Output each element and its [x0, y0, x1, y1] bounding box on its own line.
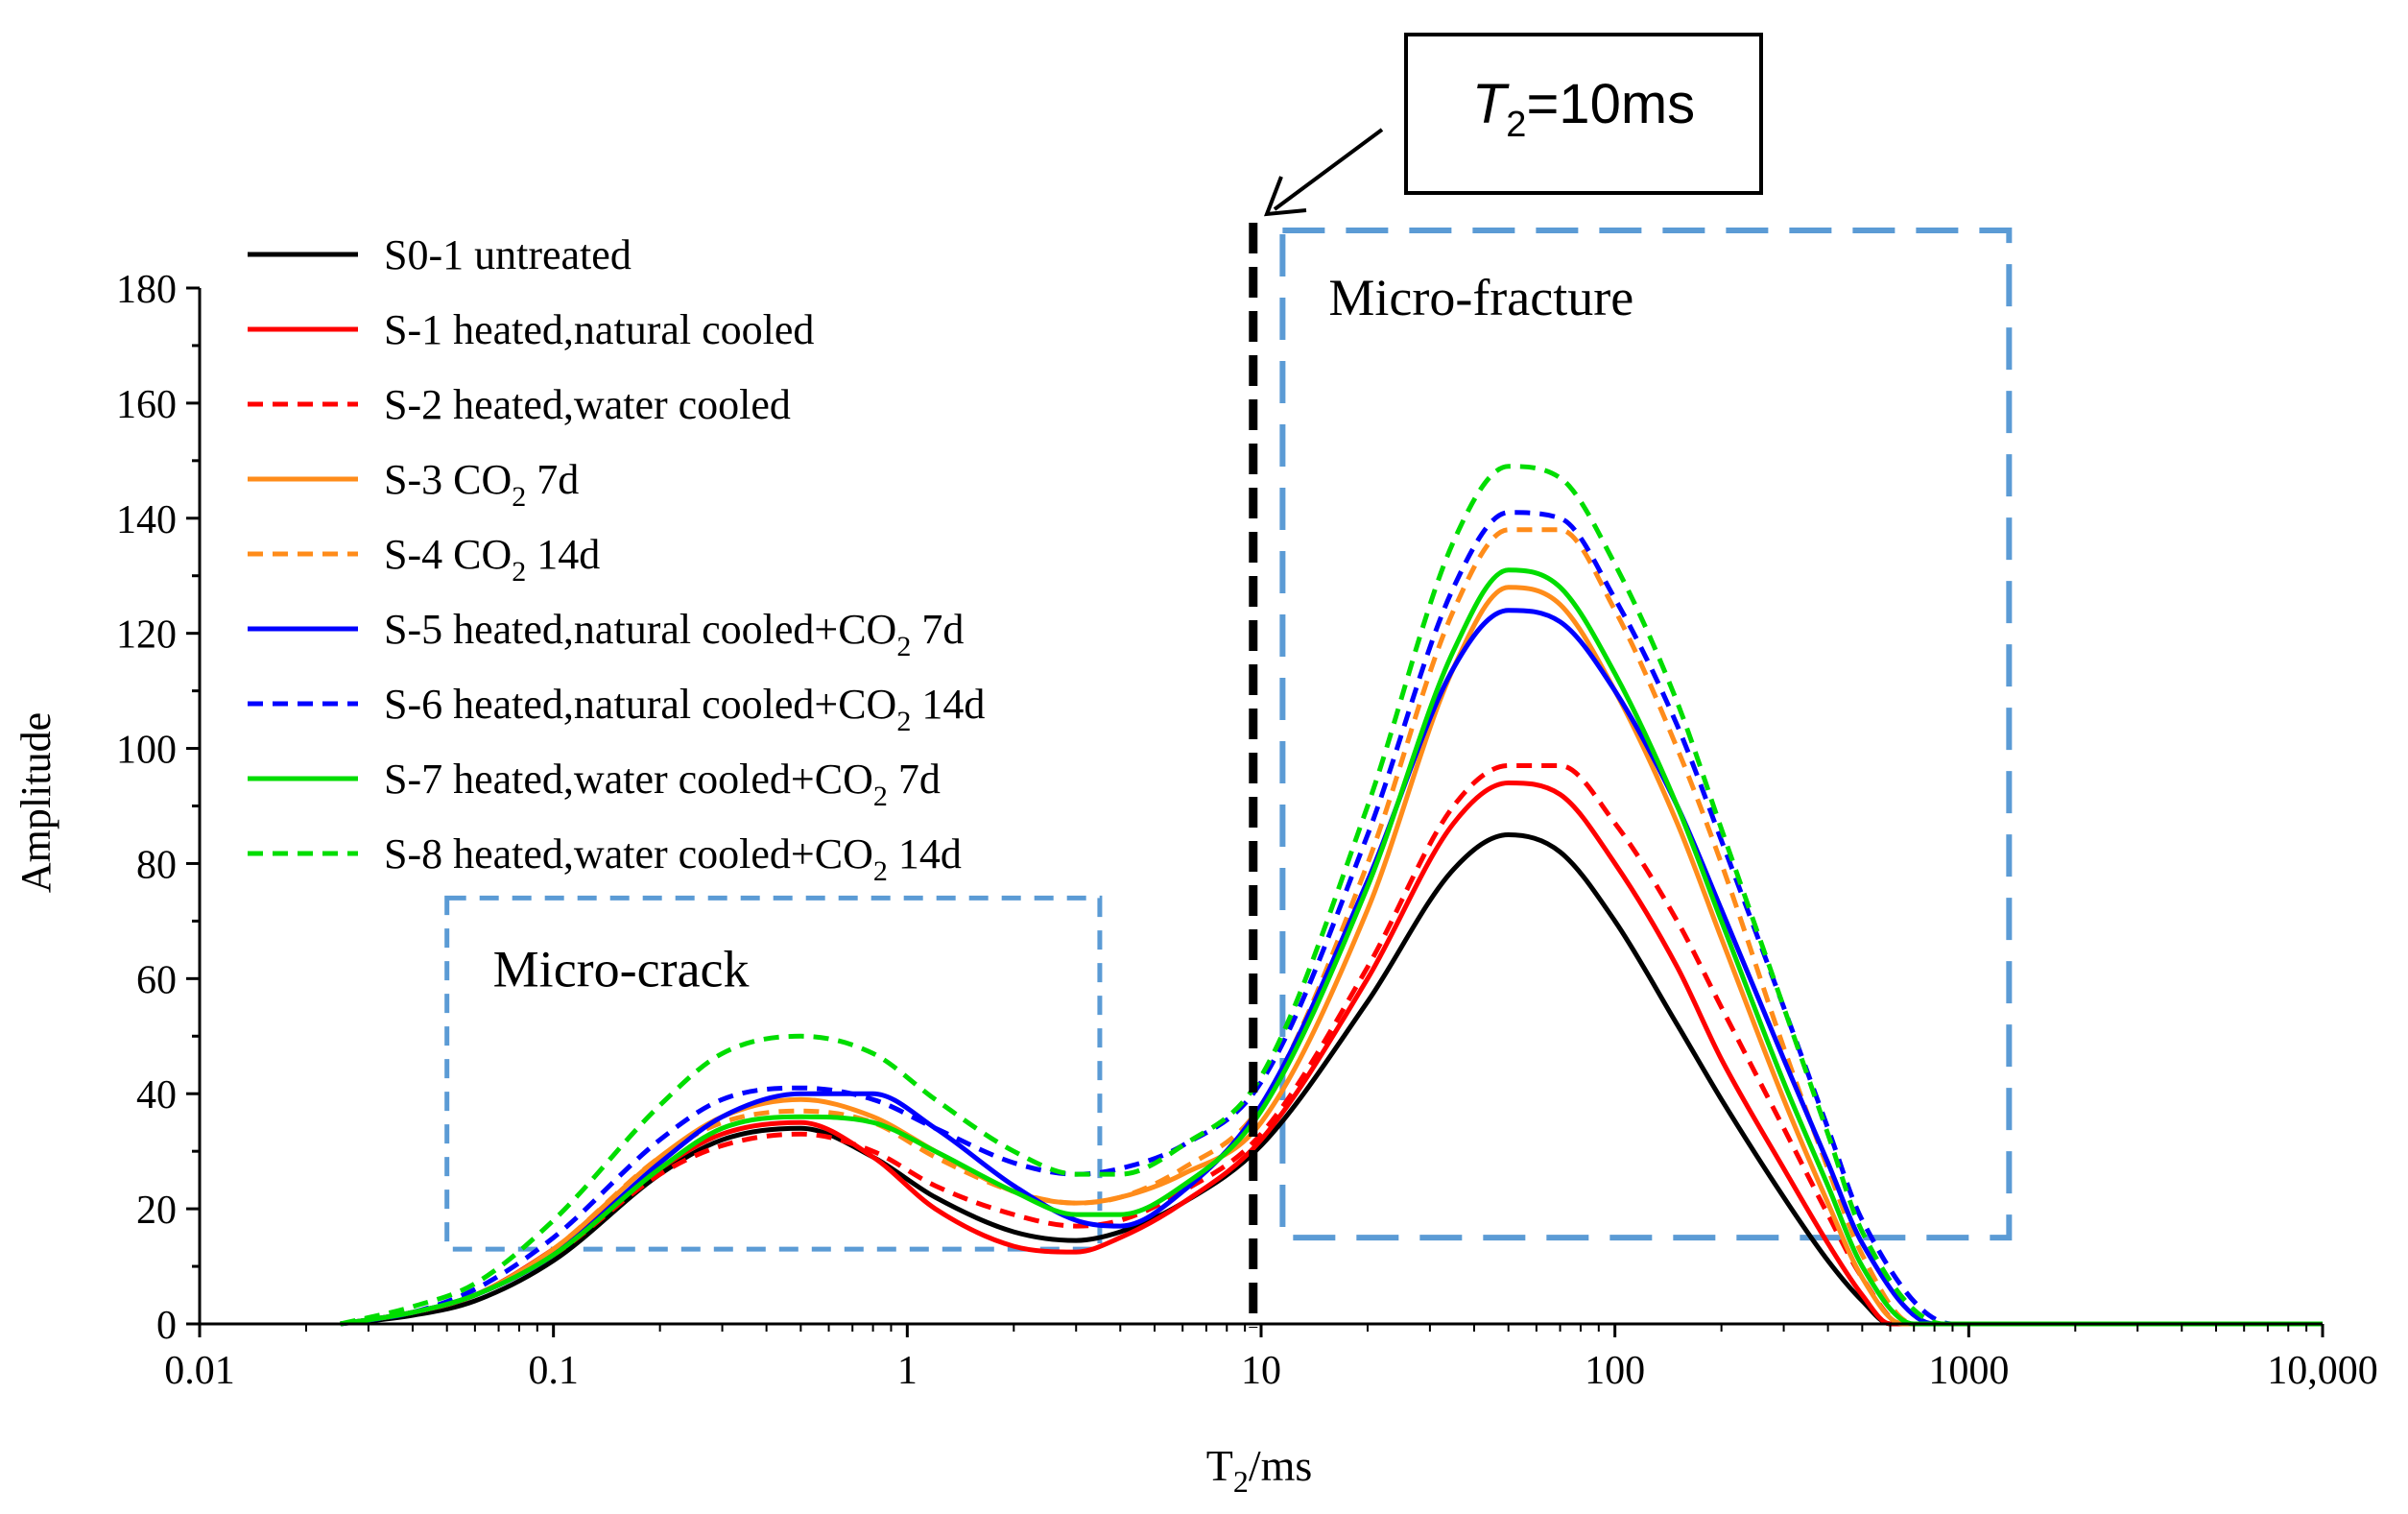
annotation-boxes: Micro-crack Micro-fracture — [444, 228, 2013, 1252]
legend-label-text: S-4 CO — [384, 531, 512, 578]
axes: 0 20 40 60 80 100 120 140 160 180 0.01 0.1 1 10 100 10… — [116, 268, 2378, 1393]
t2-callout-arrowhead — [1263, 176, 1307, 217]
t2-callout-rest: =10ms — [1526, 73, 1695, 135]
legend-label-suffix: 14d — [526, 531, 600, 578]
legend-label-suffix: 7d — [911, 606, 964, 653]
legend-label-subscript: 2 — [512, 481, 526, 513]
legend-label-subscript: 2 — [873, 781, 888, 812]
y-tick-label-140: 140 — [116, 498, 177, 542]
legend-label-suffix: 14d — [911, 681, 985, 728]
x-tick-label-0.01: 0.01 — [164, 1349, 235, 1393]
legend-label-1: S0-1 untreated — [384, 231, 632, 278]
y-tick-label-20: 20 — [136, 1189, 177, 1233]
x-tick-label-1000: 1000 — [1928, 1349, 2009, 1393]
y-tick-label-0: 0 — [156, 1304, 177, 1348]
legend-label-text: S-2 heated,water cooled — [384, 381, 791, 428]
legend-label-text: S-8 heated,water cooled+CO — [384, 830, 873, 877]
x-tick-label-100: 100 — [1585, 1349, 1645, 1393]
legend-label-suffix: 7d — [526, 456, 579, 503]
legend-label-text: S-6 heated,natural cooled+CO — [384, 681, 896, 728]
t2-callout: T2=10ms — [1263, 33, 1763, 217]
y-tick-label-60: 60 — [136, 958, 177, 1002]
series-line-3 — [340, 763, 2323, 1327]
micro-fracture-label: Micro-fracture — [1328, 269, 1633, 326]
legend-label-5: S-4 CO2 14d — [384, 531, 600, 588]
y-tick-label-80: 80 — [136, 843, 177, 887]
series-line-6 — [340, 608, 2323, 1327]
series-lines — [340, 464, 2323, 1327]
x-axis-label-T: T — [1206, 1441, 1233, 1490]
legend-label-text: S-3 CO — [384, 456, 512, 503]
legend-label-subscript: 2 — [873, 855, 888, 887]
y-tick-label-160: 160 — [116, 383, 177, 427]
legend-label-text: S-5 heated,natural cooled+CO — [384, 606, 896, 653]
legend-label-4: S-3 CO2 7d — [384, 456, 579, 513]
y-ticks: 0 20 40 60 80 100 120 140 160 180 — [116, 268, 200, 1348]
t2-callout-sub: 2 — [1506, 105, 1526, 145]
legend-label-text: S-7 heated,water cooled+CO — [384, 756, 873, 803]
legend: S0-1 untreated S-1 heated,natural cooled S… — [248, 231, 985, 887]
x-axis-label-unit: /ms — [1249, 1441, 1312, 1490]
series-line-8 — [340, 567, 2323, 1327]
x-tick-label-1: 1 — [897, 1349, 918, 1393]
legend-label-6: S-5 heated,natural cooled+CO2 7d — [384, 606, 964, 662]
legend-label-3: S-2 heated,water cooled — [384, 381, 791, 428]
legend-label-subscript: 2 — [512, 556, 526, 588]
t2-callout-label: T2=10ms — [1472, 73, 1695, 145]
legend-label-text: S-1 heated,natural cooled — [384, 306, 814, 353]
legend-label-2: S-1 heated,natural cooled — [384, 306, 814, 353]
y-tick-label-120: 120 — [116, 613, 177, 658]
series-line-9 — [340, 464, 2323, 1327]
legend-label-9: S-8 heated,water cooled+CO2 14d — [384, 830, 962, 887]
legend-label-8: S-7 heated,water cooled+CO2 7d — [384, 756, 941, 812]
x-ticks: 0.01 0.1 1 10 100 1000 10,000 — [164, 1324, 2378, 1393]
y-tick-label-40: 40 — [136, 1073, 177, 1117]
legend-label-suffix: 7d — [888, 756, 941, 803]
y-tick-label-180: 180 — [116, 268, 177, 312]
micro-crack-box — [444, 895, 1103, 1252]
x-tick-label-10: 10 — [1241, 1349, 1281, 1393]
x-tick-label-10,000: 10,000 — [2267, 1349, 2378, 1393]
legend-label-subscript: 2 — [896, 706, 911, 737]
series-line-7 — [340, 510, 2323, 1327]
x-axis-label-sub: 2 — [1233, 1464, 1249, 1499]
y-tick-label-100: 100 — [116, 729, 177, 773]
y-axis-label: Amplitude — [12, 712, 60, 893]
t2-callout-T: T — [1472, 73, 1510, 135]
legend-label-subscript: 2 — [896, 631, 911, 662]
legend-label-text: S0-1 untreated — [384, 231, 632, 278]
t2-callout-box — [1404, 33, 1763, 195]
micro-fracture-box — [1279, 228, 2013, 1241]
t2-callout-arrow — [1273, 128, 1384, 211]
micro-crack-label: Micro-crack — [493, 940, 750, 997]
x-axis-label: T2/ms — [1206, 1441, 1313, 1499]
legend-label-suffix: 14d — [888, 830, 962, 877]
legend-label-7: S-6 heated,natural cooled+CO2 14d — [384, 681, 985, 737]
x-tick-label-0.1: 0.1 — [528, 1349, 579, 1393]
